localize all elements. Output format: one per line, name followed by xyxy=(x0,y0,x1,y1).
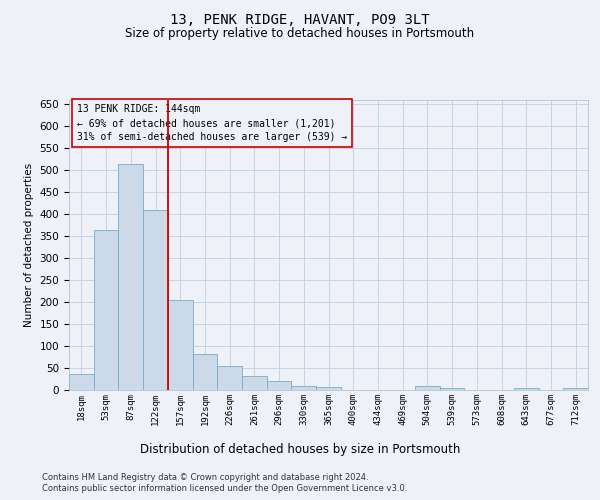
Bar xyxy=(118,164,143,390)
Bar xyxy=(415,386,440,390)
Bar xyxy=(168,300,193,390)
Bar xyxy=(292,386,316,390)
Bar xyxy=(242,376,267,390)
Bar xyxy=(316,387,341,390)
Bar xyxy=(514,388,539,390)
Bar xyxy=(563,388,588,390)
Bar xyxy=(143,210,168,390)
Text: 13, PENK RIDGE, HAVANT, PO9 3LT: 13, PENK RIDGE, HAVANT, PO9 3LT xyxy=(170,12,430,26)
Bar xyxy=(440,388,464,390)
Bar xyxy=(94,230,118,390)
Text: 13 PENK RIDGE: 144sqm
← 69% of detached houses are smaller (1,201)
31% of semi-d: 13 PENK RIDGE: 144sqm ← 69% of detached … xyxy=(77,104,347,142)
Bar xyxy=(267,381,292,390)
Bar xyxy=(69,374,94,390)
Y-axis label: Number of detached properties: Number of detached properties xyxy=(24,163,34,327)
Text: Distribution of detached houses by size in Portsmouth: Distribution of detached houses by size … xyxy=(140,442,460,456)
Text: Size of property relative to detached houses in Portsmouth: Size of property relative to detached ho… xyxy=(125,28,475,40)
Bar xyxy=(193,354,217,390)
Text: Contains public sector information licensed under the Open Government Licence v3: Contains public sector information licen… xyxy=(42,484,407,493)
Text: Contains HM Land Registry data © Crown copyright and database right 2024.: Contains HM Land Registry data © Crown c… xyxy=(42,472,368,482)
Bar xyxy=(217,366,242,390)
